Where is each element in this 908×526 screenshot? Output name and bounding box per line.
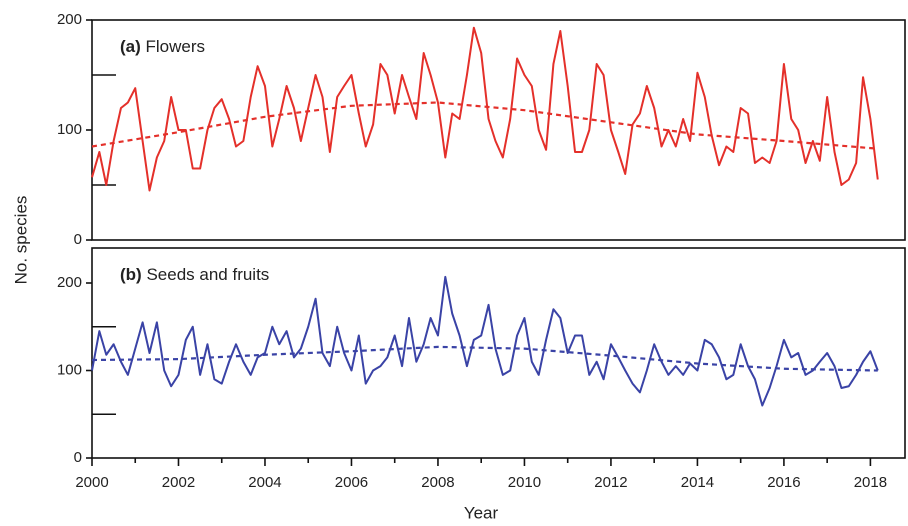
- y-tick-label: 200: [57, 274, 82, 291]
- y-tick-label: 100: [57, 361, 82, 378]
- panel-title: Flowers: [146, 37, 206, 56]
- data-line: [91, 26, 879, 192]
- x-tick-label: 2004: [248, 474, 281, 491]
- y-axis-label: No. species: [11, 196, 30, 285]
- panel-label: (b) Seeds and fruits: [120, 265, 269, 284]
- x-tick-label: 2010: [508, 474, 541, 491]
- x-tick-label: 2012: [594, 474, 627, 491]
- y-tick-label: 0: [74, 231, 82, 248]
- x-tick-label: 2008: [421, 474, 454, 491]
- y-tick-label: 200: [57, 11, 82, 28]
- panel-tag: (b): [120, 265, 142, 284]
- panel-tag: (a): [120, 37, 141, 56]
- x-tick-label: 2000: [75, 474, 108, 491]
- x-tick-label: 2014: [681, 474, 714, 491]
- x-axis-label: Year: [464, 503, 499, 522]
- trend-line: [91, 101, 878, 150]
- plot-frame: [91, 247, 906, 459]
- y-tick-label: 0: [74, 449, 82, 466]
- panel-label: (a) Flowers: [120, 37, 205, 56]
- x-tick-label: 2006: [335, 474, 368, 491]
- y-tick-label: 100: [57, 121, 82, 138]
- x-tick-label: 2018: [854, 474, 887, 491]
- x-tick-label: 2002: [162, 474, 195, 491]
- panel-title: Seeds and fruits: [146, 265, 269, 284]
- plot-frame: [91, 19, 906, 241]
- x-tick-label: 2016: [767, 474, 800, 491]
- trend-line: [91, 345, 878, 372]
- data-line: [91, 275, 879, 407]
